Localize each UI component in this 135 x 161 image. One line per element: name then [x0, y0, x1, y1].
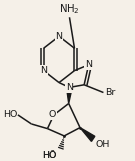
Text: O: O [49, 110, 56, 119]
Polygon shape [80, 128, 95, 141]
Text: N: N [85, 60, 92, 69]
Text: N: N [55, 32, 63, 41]
Text: OH: OH [95, 140, 109, 149]
Text: Br: Br [105, 88, 116, 97]
Text: N: N [40, 66, 47, 75]
Text: HŌ: HŌ [42, 151, 56, 160]
Text: N: N [66, 83, 73, 92]
Text: NH$_2$: NH$_2$ [59, 2, 80, 16]
Text: HO: HO [3, 110, 17, 119]
Polygon shape [67, 87, 72, 104]
Text: HO: HO [42, 151, 56, 160]
